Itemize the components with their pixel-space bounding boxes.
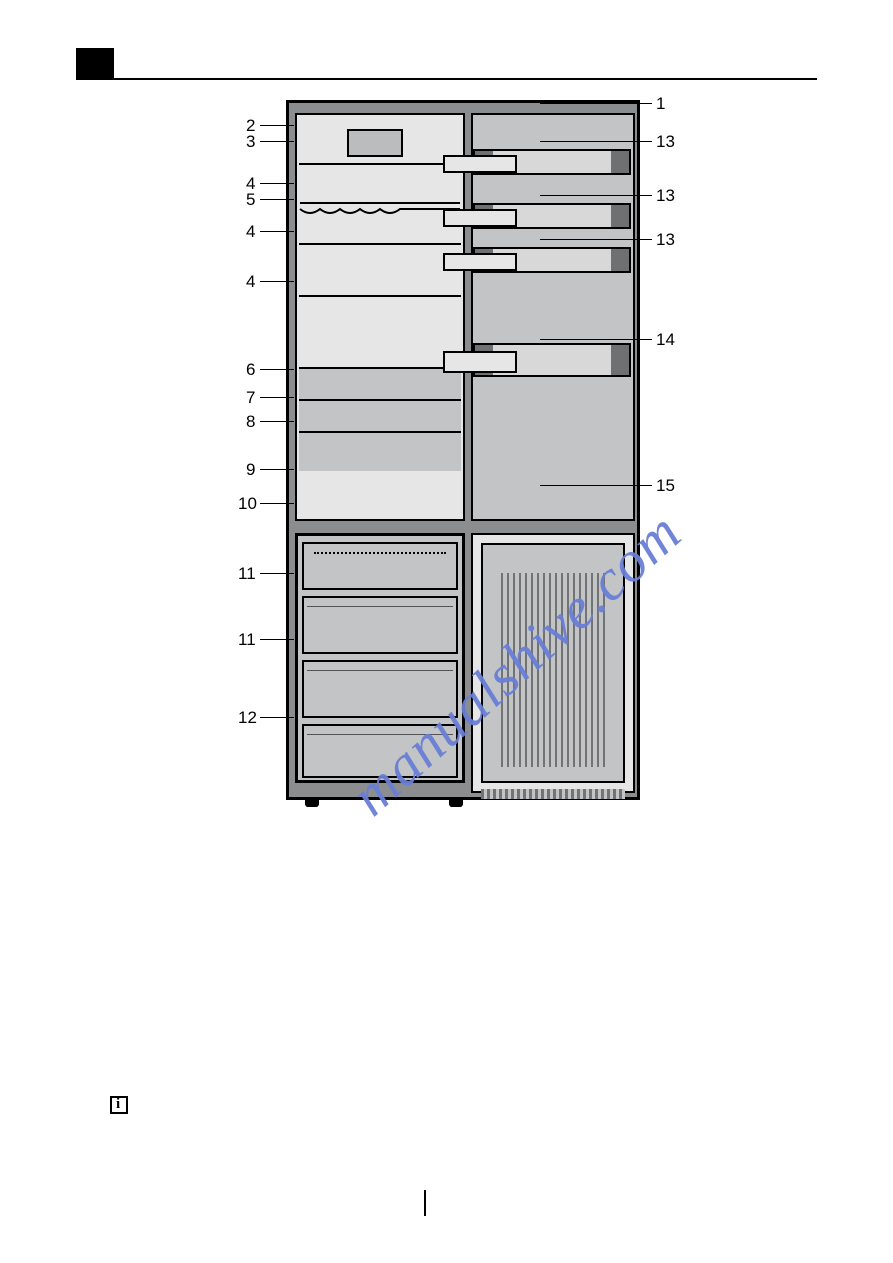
callout-label: 9 xyxy=(246,460,255,480)
door-shelf xyxy=(473,247,631,273)
callout-label: 4 xyxy=(246,222,255,242)
callout-label: 11 xyxy=(238,630,256,650)
crisper-cover xyxy=(299,367,461,399)
freezer-door-panel xyxy=(481,543,625,783)
ice-tray-dots xyxy=(314,552,446,554)
shelf xyxy=(299,163,461,165)
freezer-drawer xyxy=(302,724,458,778)
header-marker xyxy=(76,48,114,78)
door-shelf-tray xyxy=(443,209,517,227)
shelf xyxy=(299,243,461,245)
callout-label: 10 xyxy=(238,494,257,514)
drawer-handle xyxy=(307,665,453,671)
callout-label: 5 xyxy=(246,190,255,210)
callout-leader xyxy=(260,503,294,504)
callout-leader xyxy=(540,339,652,340)
drawer-handle xyxy=(307,601,453,607)
callout-leader xyxy=(540,103,652,104)
bottle-shelf xyxy=(473,343,631,377)
callout-label: 13 xyxy=(656,132,675,152)
header-rule xyxy=(76,78,817,80)
light-thermostat-cover xyxy=(347,129,403,157)
info-icon-glyph: i xyxy=(116,1096,120,1113)
callout-leader xyxy=(260,183,294,184)
callout-leader xyxy=(260,199,294,200)
manual-page: 234544678910111112 11313131415 manualshi… xyxy=(0,0,893,1263)
callout-leader xyxy=(260,639,294,640)
appliance-body xyxy=(286,100,640,800)
callout-label: 3 xyxy=(246,132,255,152)
crisper-drawer-a xyxy=(299,399,461,431)
callout-label: 13 xyxy=(656,230,675,250)
callout-leader xyxy=(540,485,652,486)
freezer-door-vents xyxy=(497,573,609,767)
freezer-door-bottom-strip xyxy=(481,789,625,799)
callout-label: 11 xyxy=(238,564,256,584)
callout-label: 15 xyxy=(656,476,675,496)
bottle-shelf-front xyxy=(443,351,517,373)
fridge-door xyxy=(471,113,635,521)
freezer-drawer xyxy=(302,660,458,718)
door-shelf-tray xyxy=(443,253,517,271)
callout-leader xyxy=(540,141,652,142)
callout-label: 6 xyxy=(246,360,255,380)
callout-leader xyxy=(260,397,294,398)
callout-leader xyxy=(540,239,652,240)
callout-leader xyxy=(260,141,294,142)
callout-leader xyxy=(540,195,652,196)
callout-leader xyxy=(260,421,294,422)
callout-leader xyxy=(260,717,294,718)
freezer-door xyxy=(471,533,635,793)
callout-label: 4 xyxy=(246,272,255,292)
wine-rack-icon xyxy=(299,201,461,217)
info-icon: i xyxy=(110,1096,128,1114)
door-shelf xyxy=(473,203,631,229)
callout-label: 14 xyxy=(656,330,675,350)
adjustable-foot xyxy=(449,797,463,807)
callout-label: 7 xyxy=(246,388,255,408)
callout-label: 13 xyxy=(656,186,675,206)
door-shelf xyxy=(473,149,631,175)
drawer-handle xyxy=(307,729,453,735)
callout-label: 8 xyxy=(246,412,255,432)
freezer-drawer xyxy=(302,596,458,654)
fridge-diagram: 234544678910111112 11313131415 xyxy=(260,100,664,820)
callout-label: 1 xyxy=(656,94,665,114)
callout-leader xyxy=(260,281,294,282)
fridge-interior xyxy=(295,113,465,521)
shelf xyxy=(299,295,461,297)
callout-leader xyxy=(260,231,294,232)
callout-leader xyxy=(260,125,294,126)
callout-leader xyxy=(260,573,294,574)
freezer-interior xyxy=(295,533,465,783)
door-shelf-tray xyxy=(443,155,517,173)
callout-leader xyxy=(260,469,294,470)
callout-label: 12 xyxy=(238,708,257,728)
callout-leader xyxy=(260,369,294,370)
adjustable-foot xyxy=(305,797,319,807)
wine-rack xyxy=(299,201,461,217)
crisper-drawer-b xyxy=(299,431,461,471)
freezer-flap xyxy=(302,542,458,590)
page-number-separator xyxy=(424,1190,426,1216)
